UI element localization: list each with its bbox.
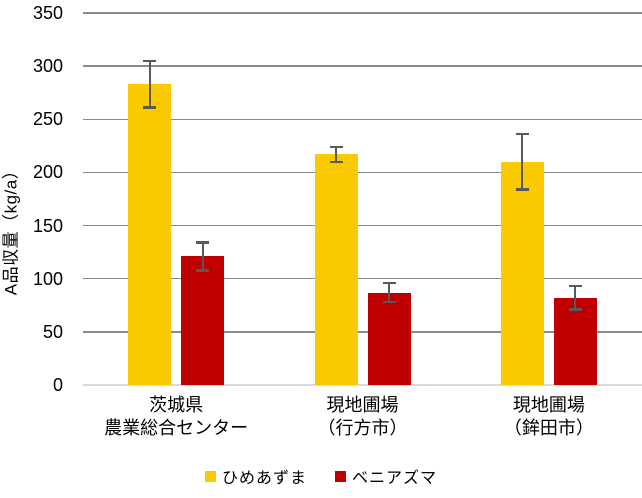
y-tick-label-100: 100 (32, 268, 63, 289)
legend-swatch-icon (335, 470, 346, 482)
gridline-50 (83, 331, 642, 333)
legend-item-ひめあずま: ひめあずま (204, 464, 307, 488)
gridline-350 (83, 12, 642, 14)
gridline-250 (83, 118, 642, 120)
legend-swatch-icon (204, 470, 216, 482)
y-tick-label-0: 0 (52, 375, 63, 395)
gridline-300 (83, 65, 642, 67)
gridline-200 (83, 171, 642, 174)
error-bar-cap-bottom (382, 300, 396, 304)
error-bar-line (521, 134, 524, 190)
error-bar-cap-top (382, 281, 396, 285)
x-category-label-line: 茨城県 (149, 395, 204, 415)
y-tick-label-350: 350 (32, 3, 63, 23)
legend-item-ベニアズマ: ベニアズマ (335, 464, 437, 488)
y-tick-label-50: 50 (42, 321, 63, 342)
x-category-label-2: 現地圃場 （行方市） (243, 394, 483, 440)
legend-label: ひめあずま (221, 470, 307, 487)
bar-ベニアズマ-group2 (367, 292, 411, 385)
error-bar-cap-top (515, 132, 529, 136)
x-category-label-line: 農業総合センター (104, 418, 249, 438)
bar-ひめあずま-group3 (500, 161, 544, 385)
legend: ひめあずま ベニアズマ (0, 464, 642, 488)
bar-ベニアズマ-group3 (553, 297, 597, 385)
error-bar-cap-top (329, 145, 343, 149)
error-bar-line (388, 282, 390, 303)
error-bar-cap-top (196, 241, 210, 244)
x-category-label-3: 現地圃場 （鉾田市） (429, 394, 642, 440)
error-bar-line (335, 146, 337, 162)
error-bar-cap-bottom (143, 106, 157, 109)
error-bar-line (201, 242, 204, 271)
x-category-label-line: （行方市） (317, 418, 408, 438)
y-tick-label-150: 150 (32, 215, 63, 236)
error-bar-cap-top (143, 59, 157, 63)
y-tick-label-200: 200 (32, 162, 63, 183)
error-bar-cap-bottom (329, 160, 343, 164)
x-category-label-line: （鉾田市） (503, 418, 594, 438)
error-bar-cap-bottom (515, 188, 529, 191)
legend-label: ベニアズマ (352, 470, 438, 487)
error-bar-cap-bottom (196, 268, 210, 272)
error-bar-cap-top (568, 284, 582, 288)
y-tick-label-300: 300 (32, 56, 63, 77)
bar-ベニアズマ-group1 (181, 256, 225, 385)
y-tick-label-250: 250 (32, 109, 63, 130)
bar-ひめあずま-group1 (128, 84, 172, 385)
bar-ひめあずま-group2 (314, 154, 358, 385)
gridline-150 (83, 224, 642, 227)
gridline-100 (83, 278, 642, 280)
gridline-0 (83, 384, 642, 386)
error-bar-line (574, 286, 577, 310)
error-bar-line (148, 60, 151, 108)
x-category-label-line: 現地圃場 (512, 395, 585, 415)
x-category-label-line: 現地圃場 (326, 395, 399, 415)
error-bar-cap-bottom (568, 308, 582, 311)
x-category-label-1: 茨城県農業総合センター (56, 394, 296, 440)
